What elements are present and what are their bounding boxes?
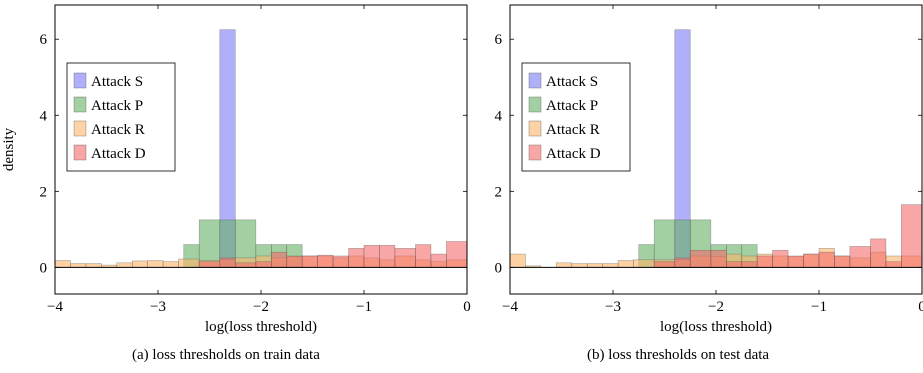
x-tick-label: −1 [356,299,372,315]
histogram-bar [885,261,902,268]
x-tick-label: −4 [47,299,63,315]
legend-label-attack-r: Attack R [546,122,600,138]
y-tick-label: 4 [495,108,503,124]
histogram-bar [834,255,851,268]
test-chart-caption: (b) loss thresholds on test data [587,347,770,363]
histogram-bar [617,260,634,268]
legend-label-attack-s: Attack S [546,74,598,90]
histogram-bar [85,263,102,268]
x-axis-label: log(loss threshold) [205,319,317,335]
legend-swatch-attack-r [528,120,542,137]
series-attack-d [653,204,922,268]
histogram-bar [586,263,603,268]
legend-label-attack-d: Attack D [91,146,146,162]
legend-label-attack-p: Attack P [546,98,598,114]
legend-swatch-attack-p [528,96,542,113]
legend-swatch-attack-r [73,120,87,137]
x-tick-label: −3 [605,299,621,315]
histogram-bar [756,255,773,268]
histogram-bar [633,259,655,268]
legend: Attack S Attack P Attack R Attack D [521,62,631,172]
histogram-bar [147,260,164,268]
legend-label-attack-p: Attack P [91,98,143,114]
x-tick-label: 0 [918,299,923,315]
histogram-bar [556,262,573,268]
histogram-bar [116,262,133,268]
y-tick-label: 0 [40,260,48,276]
legend-label-attack-r: Attack R [91,122,145,138]
legend-swatch-attack-s [73,72,87,89]
histogram-bar [653,261,676,268]
legend-swatch-attack-s [528,72,542,89]
x-tick-label: −2 [708,299,724,315]
histogram-bar [818,251,835,268]
histogram-bar [430,253,447,268]
histogram-bar [415,244,432,268]
histogram-bar [55,260,71,268]
legend-label-attack-d: Attack D [546,146,601,162]
histogram-bar [255,261,272,268]
y-tick-label: 4 [40,108,48,124]
histogram-bar [674,257,691,268]
histogram-bar [301,255,318,268]
legend-swatch-attack-d [528,144,542,161]
legend: Attack S Attack P Attack R Attack D [66,62,176,172]
histogram-bar [803,253,820,268]
histogram-bar [510,253,526,268]
histogram-bar [772,249,789,268]
histogram-bar [787,255,804,268]
y-tick-label: 6 [40,32,48,48]
histogram-bar [870,238,887,268]
legend-swatch-attack-d [73,144,87,161]
histogram-bar [689,249,712,268]
histogram-bar [286,255,303,268]
histogram-bar [131,260,148,268]
histogram-bar [70,263,87,268]
histogram-bar [379,245,396,268]
y-tick-label: 6 [495,32,503,48]
x-axis-label: log(loss threshold) [660,319,772,335]
histogram-bar [741,261,758,268]
histogram-bar [219,257,236,268]
histogram-bar [394,248,416,268]
train-data-chart: −4 −3 −2 −1 0 0 2 4 6 log(loss threshold) density A… [1,4,471,335]
histogram-bar [363,245,380,268]
train-chart-caption: (a) loss thresholds on train data [132,347,320,363]
x-tick-label: 0 [463,299,471,315]
histogram-bar [602,263,619,268]
histogram-bar [571,263,588,268]
histogram-bar [178,258,200,268]
x-tick-label: −1 [811,299,827,315]
histogram-bar [234,262,257,268]
histogram-bar [725,261,743,268]
histogram-bar [332,255,349,268]
plot-area [55,29,467,268]
histogram-bar [446,241,467,268]
y-tick-label: 0 [495,260,503,276]
y-tick-label: 2 [40,184,48,200]
plot-area [510,29,922,268]
y-tick-label: 2 [495,184,503,200]
x-tick-label: −2 [253,299,269,315]
histogram-bar [901,204,922,268]
histogram-bar [317,254,334,268]
histogram-bar [162,261,179,268]
histogram-bar [198,261,221,268]
histogram-bar [849,246,871,268]
x-tick-label: −3 [150,299,166,315]
x-tick-label: −4 [502,299,518,315]
y-axis-label: density [1,127,17,171]
test-data-chart: −4 −3 −2 −1 0 0 2 4 6 log(loss threshold) Attack S… [495,4,923,335]
histogram-bar [710,249,727,268]
histogram-bar [270,251,288,268]
legend-label-attack-s: Attack S [91,74,143,90]
legend-swatch-attack-p [73,96,87,113]
histogram-bar [348,248,365,268]
